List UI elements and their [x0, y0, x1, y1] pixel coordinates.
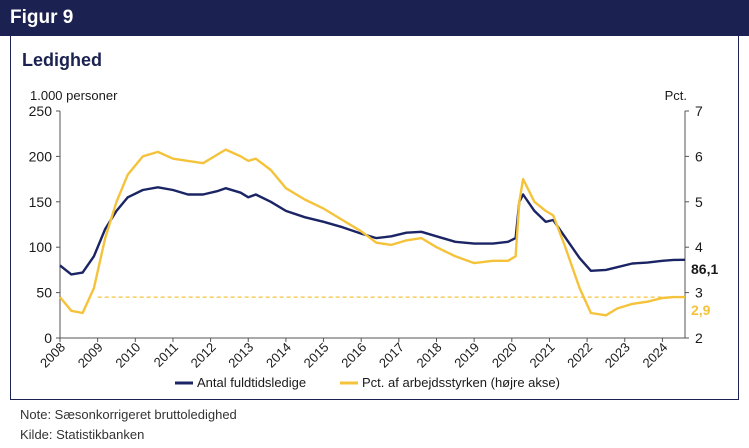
y-left-tick-label: 150 — [29, 194, 53, 210]
chart-title: Ledighed — [22, 50, 102, 70]
y-left-tick-label: 250 — [29, 103, 53, 119]
y-right-axis-label: Pct. — [665, 88, 687, 103]
chart-svg: 1.000 personer Pct. 0 50 100 150 200 250 2 3 4 5 6 7 2… — [29, 88, 719, 390]
y-right-tick-label: 6 — [695, 148, 703, 164]
x-tick-label: 2008 — [37, 340, 68, 371]
x-tick-label: 2016 — [338, 340, 369, 371]
y-right-tick-label: 3 — [695, 285, 703, 301]
y-left-tick-label: 50 — [36, 285, 52, 301]
figure-header-bar: Figur 9 — [0, 0, 749, 36]
y-right-tick-label: 2 — [695, 330, 703, 346]
chart-source: Kilde: Statistikbanken — [20, 427, 145, 442]
x-tick-label: 2012 — [188, 340, 219, 371]
end-label-count: 86,1 — [691, 261, 718, 277]
y-left-tick-label: 0 — [44, 330, 52, 346]
x-tick-label: 2013 — [225, 340, 256, 371]
x-tick-label: 2020 — [489, 340, 520, 371]
legend-label: Pct. af arbejdsstyrken (højre akse) — [362, 375, 560, 390]
end-label-pct: 2,9 — [691, 302, 711, 318]
y-left-tick-label: 200 — [29, 148, 53, 164]
legend-label: Antal fuldtidsledige — [197, 375, 306, 390]
y-right-tick-label: 7 — [695, 103, 703, 119]
y-right-tick-label: 5 — [695, 194, 703, 210]
x-tick-label: 2017 — [376, 340, 407, 371]
x-tick-label: 2019 — [451, 340, 482, 371]
y-right-tick-label: 4 — [695, 239, 703, 255]
series-line-count — [59, 186, 686, 276]
x-tick-label: 2011 — [151, 340, 181, 370]
x-tick-label: 2014 — [263, 340, 294, 371]
x-tick-label: 2024 — [639, 340, 670, 371]
series-line-pct — [59, 148, 685, 317]
x-tick-label: 2022 — [564, 340, 595, 371]
y-left-axis-label: 1.000 personer — [30, 88, 118, 103]
chart-note: Note: Sæsonkorrigeret bruttoledighed — [20, 407, 237, 422]
x-tick-label: 2010 — [112, 340, 143, 371]
figure-frame — [10, 36, 739, 400]
y-left-tick-label: 100 — [29, 239, 53, 255]
x-tick-label: 2009 — [75, 340, 106, 371]
x-tick-label: 2023 — [602, 340, 633, 371]
x-tick-label: 2018 — [414, 340, 445, 371]
x-tick-label: 2021 — [527, 340, 558, 371]
x-tick-label: 2015 — [301, 340, 332, 371]
figure-label: Figur 9 — [10, 7, 74, 28]
